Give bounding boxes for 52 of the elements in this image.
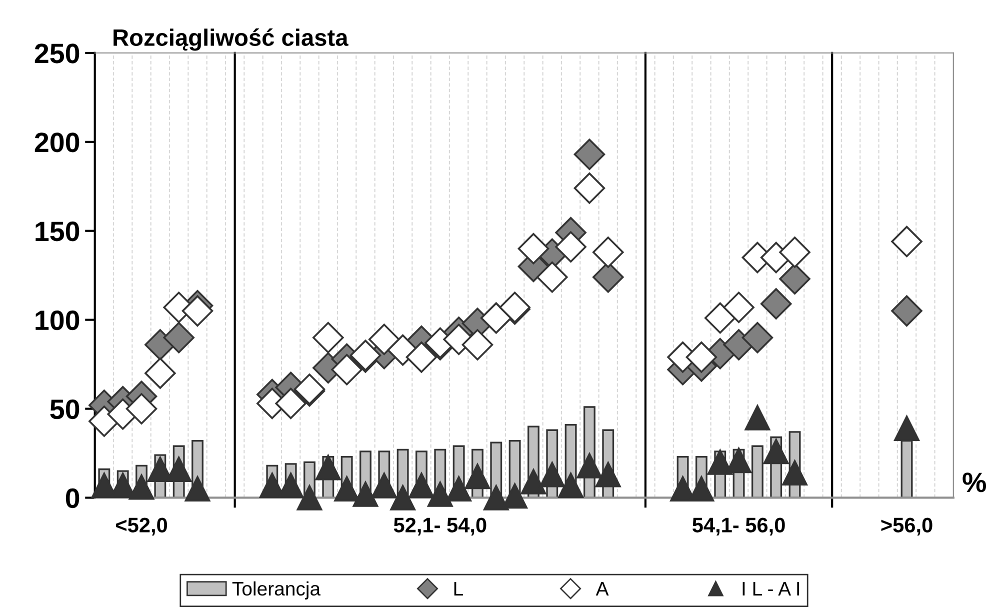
point: [371, 472, 397, 498]
point: [427, 481, 453, 507]
y-tick-label: 100: [36, 310, 80, 330]
legend-label: I L - A I: [742, 582, 800, 596]
point: [744, 404, 770, 430]
point: [406, 342, 438, 373]
x-tick-label: >56,0: [881, 518, 932, 536]
point: [182, 295, 214, 327]
point: [686, 342, 718, 373]
y-tick-label: 0: [66, 488, 80, 508]
point: [184, 476, 210, 502]
point: [352, 481, 378, 507]
point: [520, 469, 546, 494]
y-tick-label: 150: [36, 222, 80, 242]
x-tick-label: <52,0: [116, 518, 168, 536]
point: [763, 438, 789, 464]
point: [760, 288, 792, 320]
point: [163, 322, 194, 354]
point: [275, 388, 306, 420]
legend-label: A: [596, 582, 609, 596]
point: [408, 472, 434, 498]
point: [390, 485, 416, 510]
y-tick-label: 250: [34, 44, 80, 64]
point: [576, 452, 602, 478]
x-tick-label: 52,1- 54,0: [394, 518, 486, 536]
legend-label: Tolerancja: [232, 581, 321, 600]
point: [894, 416, 920, 442]
point: [891, 295, 922, 327]
point: [128, 474, 154, 500]
x-tick-label: 54,1- 56,0: [692, 518, 785, 536]
y-tick-label: 200: [34, 132, 80, 152]
point: [539, 462, 565, 488]
x-axis-title: %: [962, 472, 986, 492]
point: [446, 476, 472, 502]
chart-title: Rozciągliwość ciasta: [114, 28, 348, 51]
point: [331, 354, 362, 386]
point: [707, 449, 733, 475]
point: [315, 454, 341, 480]
point: [555, 231, 586, 263]
point: [558, 472, 584, 498]
point: [464, 464, 490, 490]
point: [296, 485, 322, 510]
point: [518, 233, 550, 264]
point: [368, 324, 400, 356]
point: [574, 138, 606, 170]
point: [782, 460, 808, 486]
point: [483, 485, 509, 510]
point: [742, 322, 774, 354]
point: [595, 462, 621, 488]
legend-label: L: [454, 582, 463, 596]
y-tick-label: 50: [50, 399, 80, 420]
point: [126, 393, 158, 424]
